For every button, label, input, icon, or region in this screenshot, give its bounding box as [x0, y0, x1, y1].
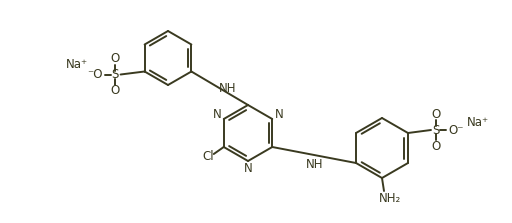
- Text: O: O: [110, 52, 119, 65]
- Text: N: N: [275, 107, 284, 120]
- Text: ⁻O: ⁻O: [87, 68, 102, 81]
- Text: O: O: [431, 140, 441, 153]
- Text: NH₂: NH₂: [379, 192, 401, 204]
- Text: S: S: [432, 124, 440, 136]
- Text: Cl: Cl: [202, 151, 214, 163]
- Text: NH: NH: [219, 82, 237, 95]
- Text: N: N: [244, 163, 252, 176]
- Text: Na⁺: Na⁺: [467, 116, 489, 128]
- Text: NH: NH: [305, 159, 323, 171]
- Text: Na⁺: Na⁺: [66, 58, 88, 71]
- Text: N: N: [212, 107, 221, 120]
- Text: S: S: [111, 68, 118, 81]
- Text: O: O: [431, 107, 441, 120]
- Text: O⁻: O⁻: [448, 124, 464, 136]
- Text: O: O: [110, 84, 119, 97]
